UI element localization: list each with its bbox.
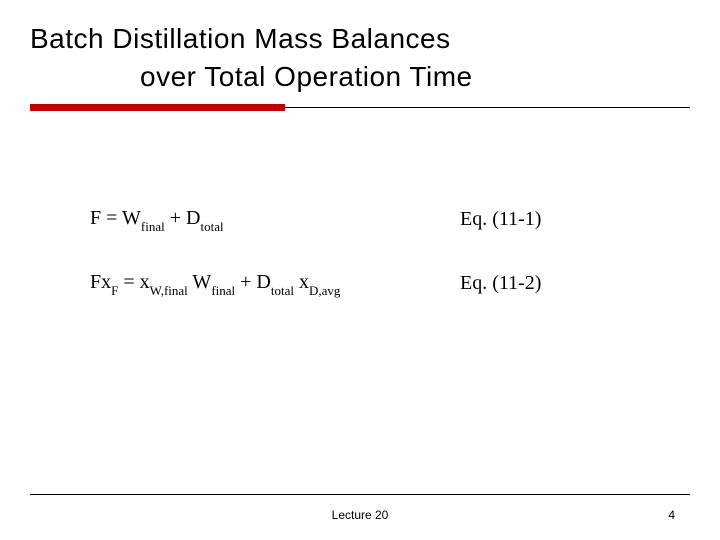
footer-divider: [30, 494, 690, 495]
equation-label: Eq. (11-1): [460, 208, 541, 231]
equations-block: F = Wfinal + DtotalEq. (11-1) FxF = xW,fi…: [30, 207, 690, 297]
equation-row: FxF = xW,final Wfinal + Dtotal xD,avgEq.…: [90, 271, 690, 297]
equation-expression: F = Wfinal + Dtotal: [90, 207, 460, 233]
slide-title-line2: over Total Operation Time: [30, 58, 690, 96]
title-underline: [30, 104, 690, 112]
footer-lecture: Lecture 20: [332, 508, 389, 522]
title-area: Batch Distillation Mass Balances over To…: [30, 20, 690, 96]
footer-page-number: 4: [668, 508, 675, 522]
equation-expression: FxF = xW,final Wfinal + Dtotal xD,avg: [90, 271, 460, 297]
slide: Batch Distillation Mass Balances over To…: [0, 0, 720, 540]
footer: Lecture 20 4: [0, 508, 720, 522]
equation-row: F = Wfinal + DtotalEq. (11-1): [90, 207, 690, 233]
equation-label: Eq. (11-2): [460, 272, 541, 295]
slide-title-line1: Batch Distillation Mass Balances: [30, 20, 690, 58]
red-accent-bar: [30, 104, 285, 111]
